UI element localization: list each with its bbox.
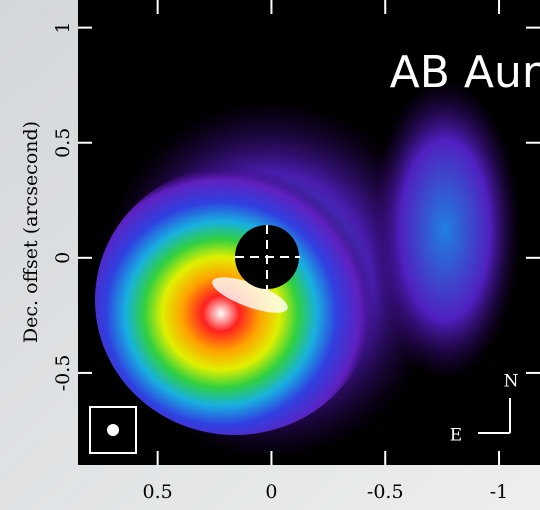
image-panel: N E AB Aur bbox=[78, 0, 540, 465]
x-tick-label: 0 bbox=[265, 481, 277, 503]
compass-e: E bbox=[450, 426, 462, 446]
page: {"chart_data": {"type": "image", "title"… bbox=[0, 0, 540, 510]
figure: N E AB Aur Dec. offset (arcsecond) 0.5 0 -… bbox=[0, 0, 540, 510]
x-tick-label: -1 bbox=[490, 481, 509, 503]
image-title: AB Aur bbox=[390, 47, 540, 98]
y-tick-label: 0.5 bbox=[52, 128, 74, 158]
x-tick-label: 0.5 bbox=[143, 481, 173, 503]
y-tick-label: 1 bbox=[52, 22, 74, 34]
beam bbox=[107, 424, 119, 436]
y-axis-label: Dec. offset (arcsecond) bbox=[20, 121, 42, 343]
compass-n: N bbox=[504, 372, 519, 392]
y-tick-label: 0 bbox=[52, 252, 74, 264]
outer-arm bbox=[370, 80, 520, 380]
x-tick-label: -0.5 bbox=[367, 481, 404, 503]
y-tick-label: -0.5 bbox=[52, 355, 74, 392]
